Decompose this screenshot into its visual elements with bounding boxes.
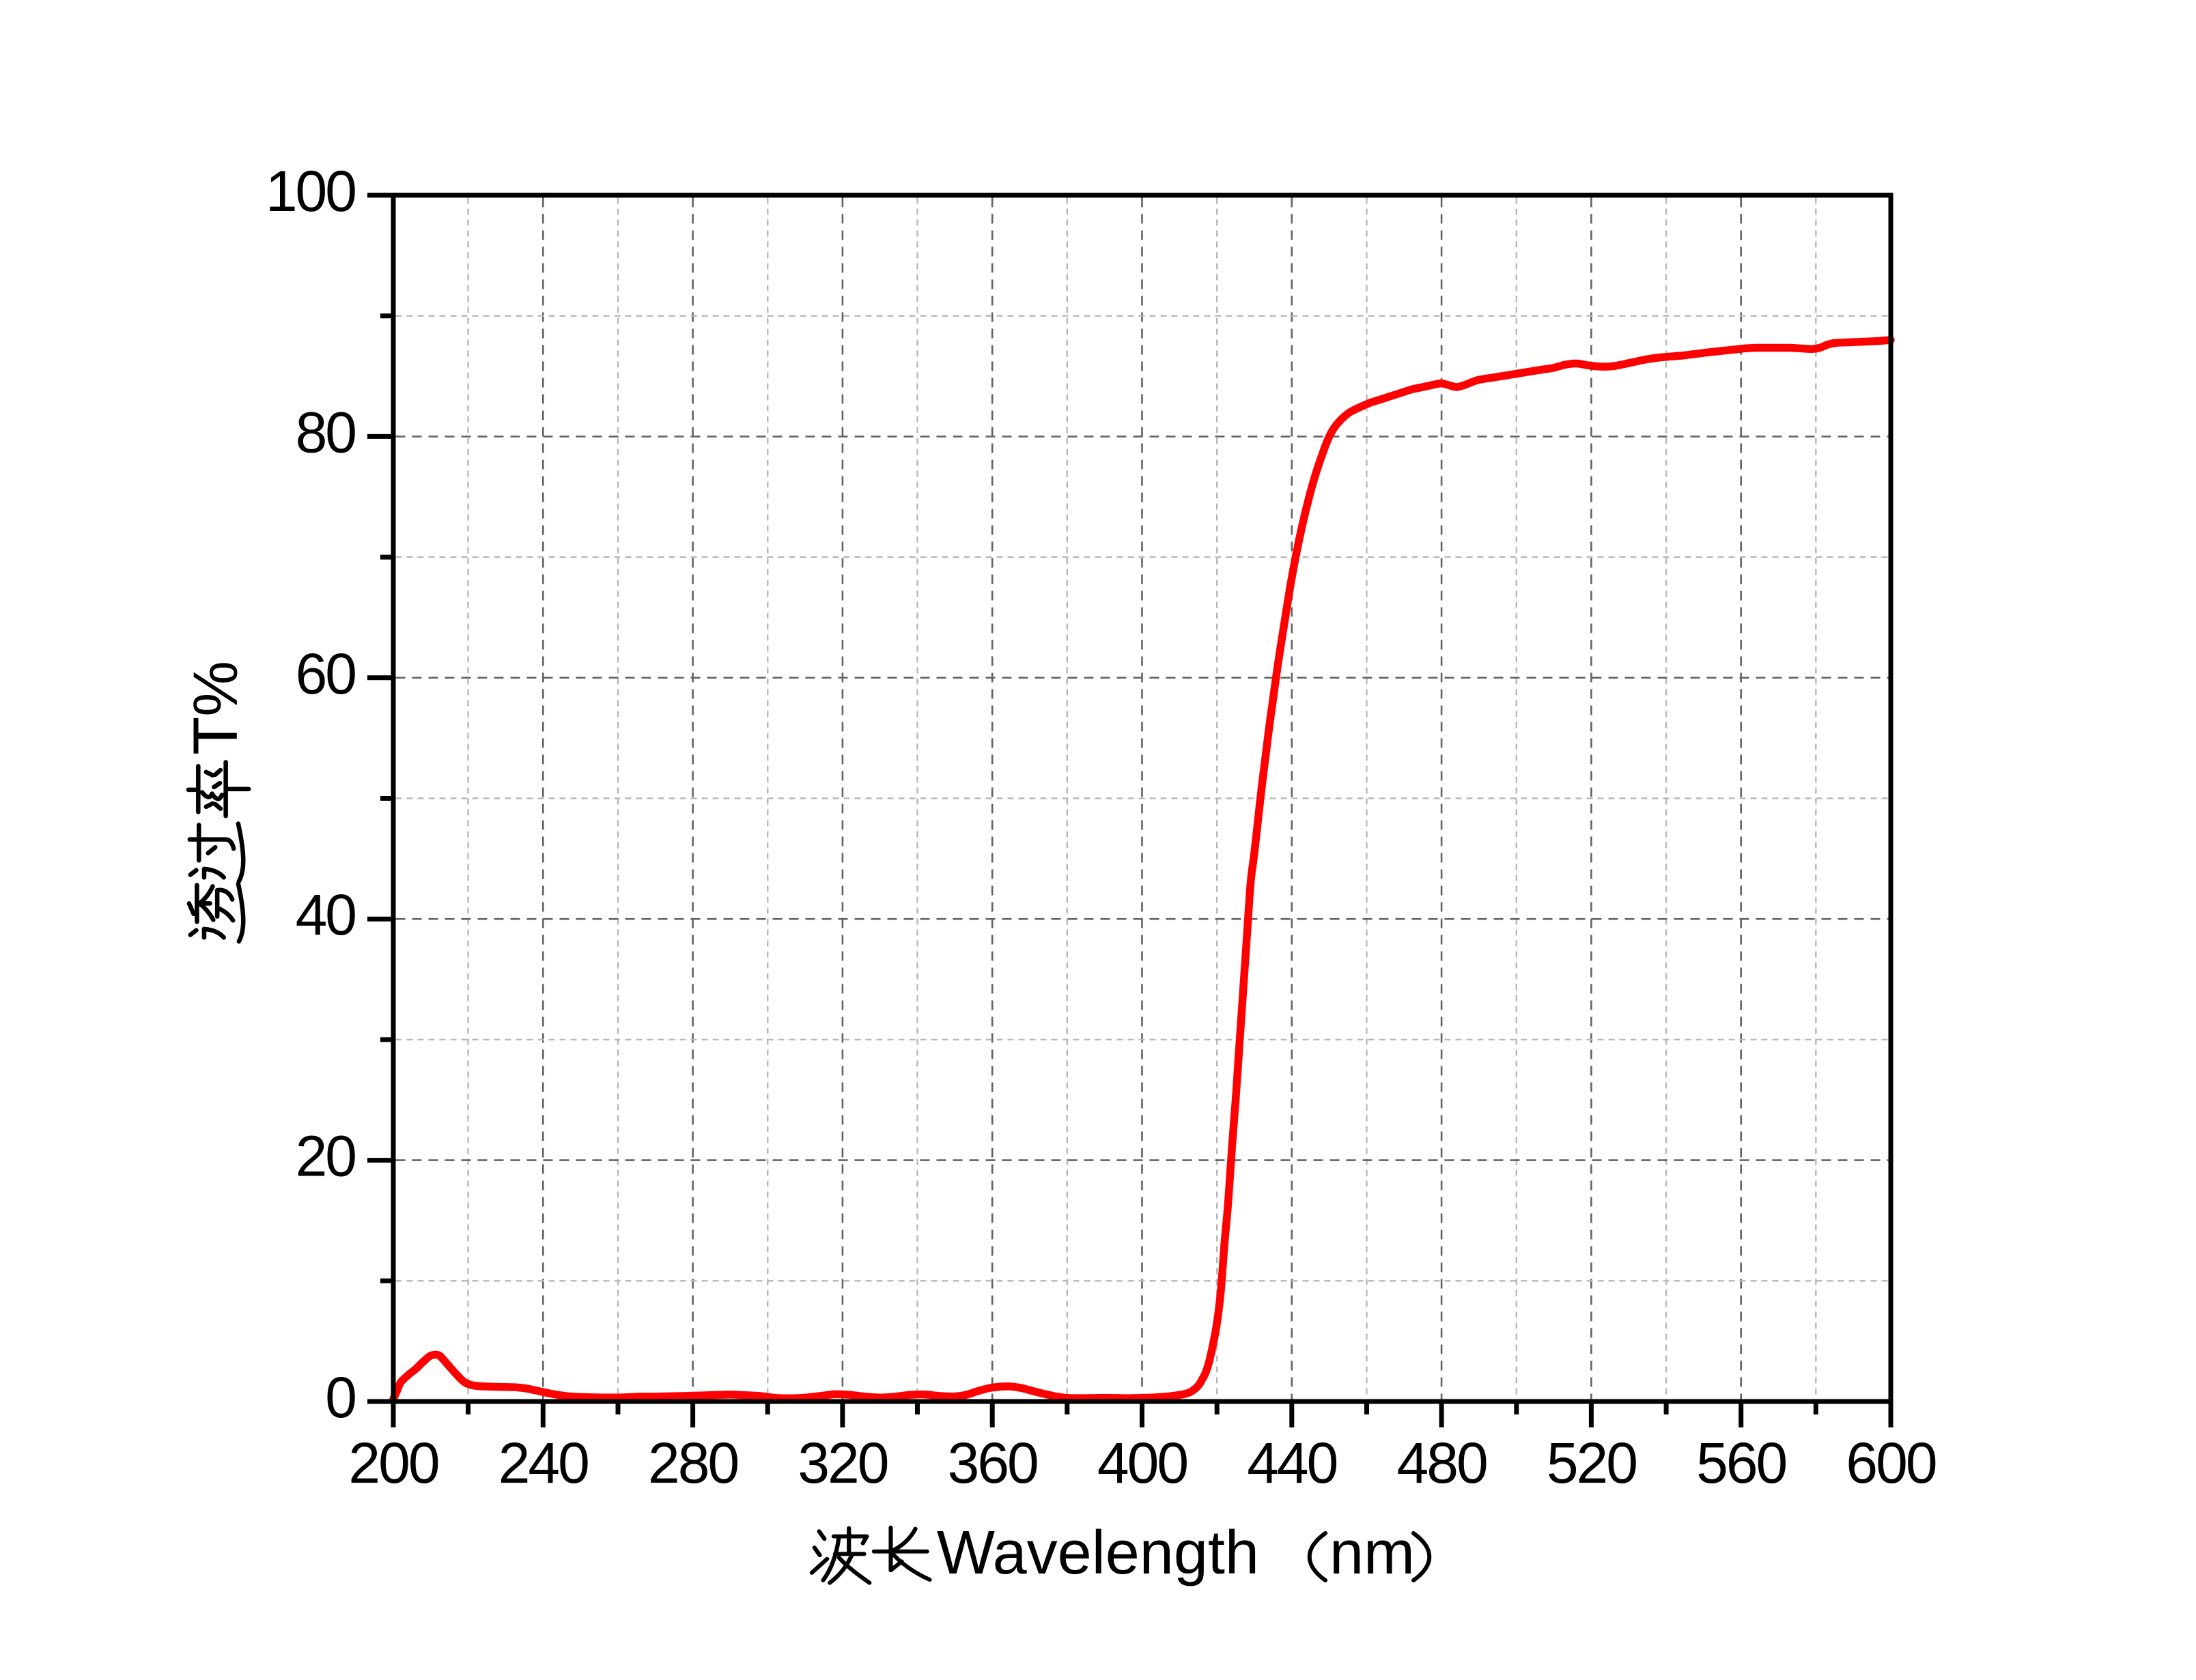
svg-text:440: 440	[1247, 1431, 1336, 1495]
svg-text:320: 320	[798, 1431, 887, 1495]
svg-text:400: 400	[1097, 1431, 1187, 1495]
svg-text:Wavelength: Wavelength	[937, 1519, 1259, 1587]
svg-text:100: 100	[266, 159, 355, 223]
svg-text:nm: nm	[1329, 1519, 1415, 1587]
svg-text:600: 600	[1846, 1431, 1935, 1495]
svg-text:280: 280	[648, 1431, 737, 1495]
svg-text:240: 240	[498, 1431, 588, 1495]
svg-text:560: 560	[1696, 1431, 1786, 1495]
svg-text:60: 60	[296, 642, 356, 706]
svg-text:0: 0	[325, 1365, 355, 1429]
svg-text:20: 20	[296, 1124, 356, 1188]
svg-text:200: 200	[348, 1431, 438, 1495]
svg-text:360: 360	[948, 1431, 1037, 1495]
svg-text:40: 40	[296, 883, 356, 947]
svg-text:480: 480	[1397, 1431, 1487, 1495]
svg-text:T%: T%	[181, 661, 251, 755]
svg-text:80: 80	[296, 400, 356, 464]
svg-text:520: 520	[1547, 1431, 1636, 1495]
